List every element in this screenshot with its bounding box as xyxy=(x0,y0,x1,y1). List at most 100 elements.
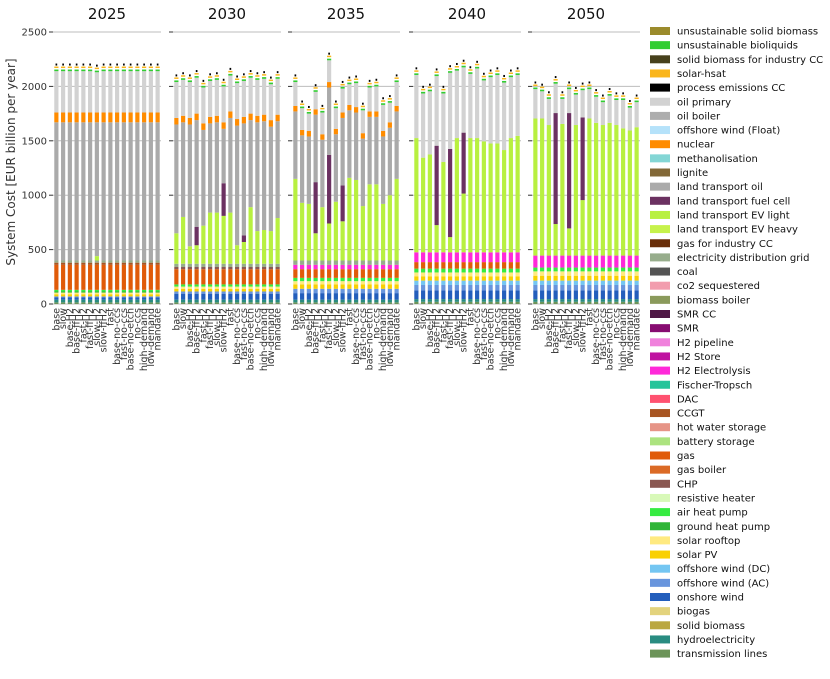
bar-segment xyxy=(634,280,639,285)
bar-segment xyxy=(347,277,352,282)
bar-segment xyxy=(61,262,66,265)
panel-title: 2035 xyxy=(327,5,365,23)
bar-segment xyxy=(221,288,226,292)
bar-segment xyxy=(155,122,160,261)
legend-label: resistive heater xyxy=(677,493,756,504)
bar-segment xyxy=(74,71,79,113)
bar-segment xyxy=(194,284,199,287)
legend-swatch xyxy=(650,621,670,630)
bar-segment xyxy=(108,264,113,290)
bar-segment xyxy=(594,96,599,123)
bar-segment xyxy=(221,263,226,267)
bar-segment xyxy=(448,268,453,273)
bar-segment xyxy=(293,302,298,304)
bar-segment xyxy=(488,75,493,78)
bar-segment xyxy=(94,289,99,292)
bar-cap-dot xyxy=(109,63,112,66)
bar-segment xyxy=(594,290,599,300)
bar-segment xyxy=(248,288,253,292)
legend-item: air heat pump xyxy=(650,508,748,519)
bar-segment xyxy=(454,290,459,300)
legend-swatch xyxy=(650,437,670,446)
bar-segment xyxy=(54,299,59,303)
bar-segment xyxy=(414,290,419,300)
bar-segment xyxy=(74,296,79,298)
bar-cap xyxy=(128,66,133,69)
bar-segment xyxy=(228,284,233,287)
bar-segment xyxy=(540,301,545,304)
legend-item: transmission lines xyxy=(650,649,767,660)
bar-segment xyxy=(268,302,273,304)
bar-segment xyxy=(81,260,86,263)
bar-segment xyxy=(121,262,126,265)
bar-segment xyxy=(381,264,386,270)
bar-segment xyxy=(600,290,605,300)
bar-segment xyxy=(94,297,99,300)
legend-item: solid biomass for industry CC xyxy=(650,55,823,66)
bar-cap xyxy=(508,72,513,75)
bar-cap-dot xyxy=(382,97,384,100)
bar-segment xyxy=(94,296,99,298)
bar-segment xyxy=(148,294,153,297)
bar-segment xyxy=(394,269,399,278)
bar-segment xyxy=(381,131,386,137)
bar-cap xyxy=(81,66,86,69)
x-tick-label: slow-H2 xyxy=(331,308,342,346)
x-tick-label: fast-ffH2 xyxy=(205,308,216,349)
bar-segment xyxy=(248,284,253,287)
bar-segment xyxy=(448,252,453,263)
bar-segment xyxy=(174,233,179,264)
bar-cap-dot xyxy=(389,95,391,98)
bar-segment xyxy=(515,73,520,75)
bar-segment xyxy=(546,275,551,281)
legend-label: solar PV xyxy=(677,550,718,561)
bar-segment xyxy=(88,71,93,113)
bar-segment xyxy=(495,268,500,273)
bar-segment xyxy=(214,267,219,270)
bar-segment xyxy=(135,122,140,261)
bar-segment xyxy=(546,271,551,276)
bar-segment xyxy=(221,286,226,289)
bar-segment xyxy=(587,284,592,291)
bar-cap xyxy=(320,107,325,110)
bar-segment xyxy=(553,255,558,268)
bar-segment xyxy=(434,299,439,302)
legend-item: gas xyxy=(650,451,695,462)
bar-segment xyxy=(461,301,466,304)
bar-segment xyxy=(475,290,480,300)
bar-segment xyxy=(634,299,639,302)
legend-item: land transport fuel cell xyxy=(650,196,790,207)
x-tick-label: base-no-etch xyxy=(126,308,137,370)
bar-segment xyxy=(360,138,365,207)
legend-swatch xyxy=(650,394,670,403)
x-tick-label: base xyxy=(290,308,301,331)
bar-segment xyxy=(546,255,551,268)
bar-segment xyxy=(381,299,386,303)
bar-segment xyxy=(135,302,140,304)
bar-segment xyxy=(235,288,240,292)
bar-segment xyxy=(441,299,446,302)
bar-segment xyxy=(181,122,186,217)
legend-label: air heat pump xyxy=(677,508,748,519)
bar-segment xyxy=(508,301,513,304)
bar-segment xyxy=(533,267,538,272)
x-tick-label: high-demand xyxy=(259,308,270,371)
x-tick-label: fast-no-ccs xyxy=(119,308,130,360)
bar-segment xyxy=(142,302,147,304)
bar-segment xyxy=(275,263,280,267)
bar-segment xyxy=(600,299,605,302)
bar-segment xyxy=(128,292,133,295)
bar-segment xyxy=(360,284,365,289)
bar-segment xyxy=(142,260,147,263)
bar-segment xyxy=(248,286,253,289)
bar-segment xyxy=(627,284,632,291)
bar-segment xyxy=(394,277,399,282)
bar-segment xyxy=(340,288,345,294)
bar-segment xyxy=(454,252,459,263)
legend-label: land transport EV heavy xyxy=(677,225,798,236)
bar-cap xyxy=(208,76,213,78)
x-tick-label: no-ccs xyxy=(611,308,622,339)
bar-segment xyxy=(381,288,386,294)
bar-segment xyxy=(587,271,592,276)
bar-segment xyxy=(540,299,545,302)
